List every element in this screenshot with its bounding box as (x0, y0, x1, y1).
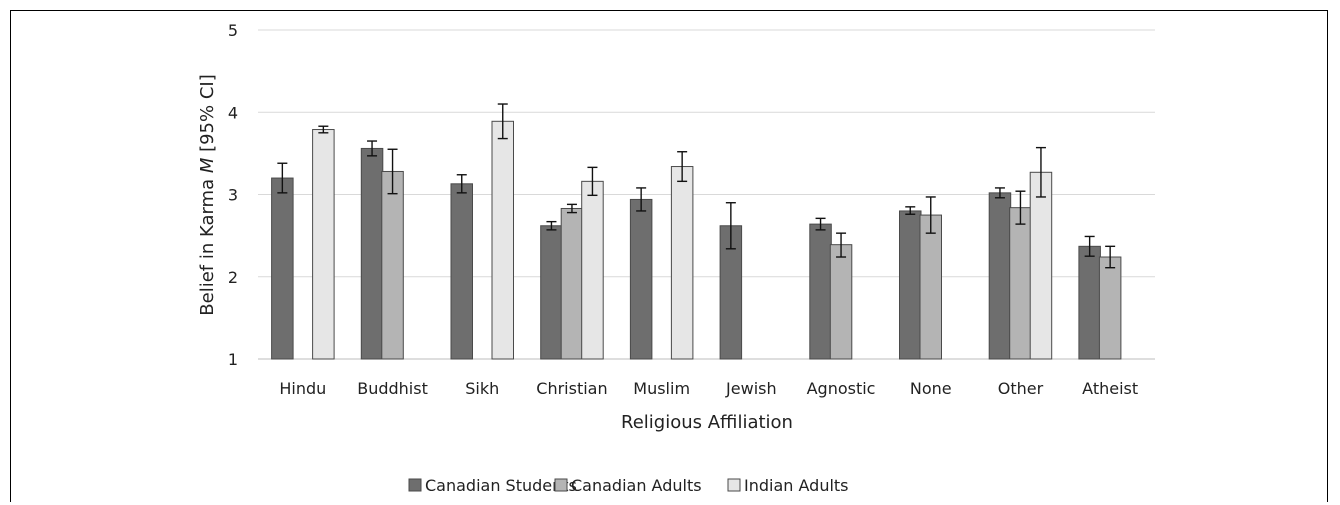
bar (560, 207, 584, 360)
error-bar (497, 103, 508, 140)
bar (491, 120, 514, 360)
legend-item: Indian Adults (727, 476, 849, 495)
error-bar (994, 187, 1005, 199)
x-axis-label: Religious Affiliation (621, 412, 793, 433)
bar (1009, 207, 1032, 360)
x-tick-label: Atheist (1082, 379, 1138, 398)
y-tick-label: 4 (228, 103, 238, 122)
error-bar (587, 166, 598, 197)
bar (1078, 245, 1101, 360)
bar (899, 210, 922, 360)
error-bar (1015, 190, 1026, 225)
x-tick-label: Muslim (633, 379, 690, 398)
error-bar (1084, 235, 1095, 257)
y-axis-label-prefix: Belief in Karma (197, 173, 218, 316)
error-bar (456, 174, 467, 194)
y-tick-label: 3 (228, 186, 238, 205)
x-tick-label: Buddhist (357, 379, 428, 398)
error-bar (277, 162, 288, 194)
error-bar (367, 140, 378, 157)
error-bar (318, 125, 329, 134)
error-bar (836, 232, 847, 258)
y-axis-label-italic: M (197, 157, 218, 173)
y-tick-label: 2 (228, 268, 238, 287)
bar (450, 183, 473, 360)
legend-label: Indian Adults (744, 476, 849, 495)
y-tick-label: 5 (228, 21, 238, 40)
error-bar (725, 202, 736, 250)
bar (312, 129, 335, 360)
bar (988, 192, 1012, 360)
error-bar (905, 206, 916, 215)
error-bars (277, 103, 1116, 269)
bar (381, 170, 404, 360)
bar (809, 223, 832, 360)
x-tick-label: Sikh (465, 379, 499, 398)
bar (629, 198, 653, 360)
legend-swatch (554, 478, 568, 492)
legend-swatch (727, 478, 741, 492)
error-bar (815, 217, 826, 231)
bar (360, 147, 384, 360)
x-tick-label: Christian (536, 379, 607, 398)
y-tick-label: 1 (228, 350, 238, 369)
error-bar (636, 187, 647, 212)
bar (271, 177, 294, 360)
error-bar (925, 196, 936, 234)
error-bar (677, 151, 688, 183)
error-bar (387, 148, 398, 195)
y-axis-ticks: 1 2 3 4 5 (228, 21, 238, 369)
x-tick-label: Jewish (725, 379, 777, 398)
x-axis-ticks: Hindu Buddhist Sikh Christian Muslim Jewish Ag… (279, 379, 1138, 398)
legend-swatch (408, 478, 422, 492)
bar (829, 244, 853, 360)
legend-item: Canadian Students (408, 476, 577, 495)
error-bar (1035, 146, 1046, 198)
x-tick-label: Agnostic (807, 379, 876, 398)
bar (1098, 256, 1122, 360)
bar (1029, 171, 1053, 360)
legend-item: Canadian Adults (554, 476, 702, 495)
chart-frame (10, 10, 1328, 502)
bar (670, 166, 694, 360)
error-bar (566, 203, 577, 214)
legend-label: Canadian Students (425, 476, 577, 495)
bar (919, 214, 942, 360)
bar (581, 180, 604, 360)
y-axis-label: Belief in Karma M [95% CI] (197, 74, 218, 315)
error-bar (546, 220, 557, 231)
x-tick-label: Other (998, 379, 1044, 398)
bar (540, 225, 563, 360)
x-tick-label: Hindu (279, 379, 326, 398)
bars (271, 120, 1122, 360)
x-tick-label: None (910, 379, 952, 398)
error-bar (1105, 245, 1116, 269)
legend-label: Canadian Adults (571, 476, 702, 495)
y-axis-label-suffix: [95% CI] (197, 74, 218, 157)
